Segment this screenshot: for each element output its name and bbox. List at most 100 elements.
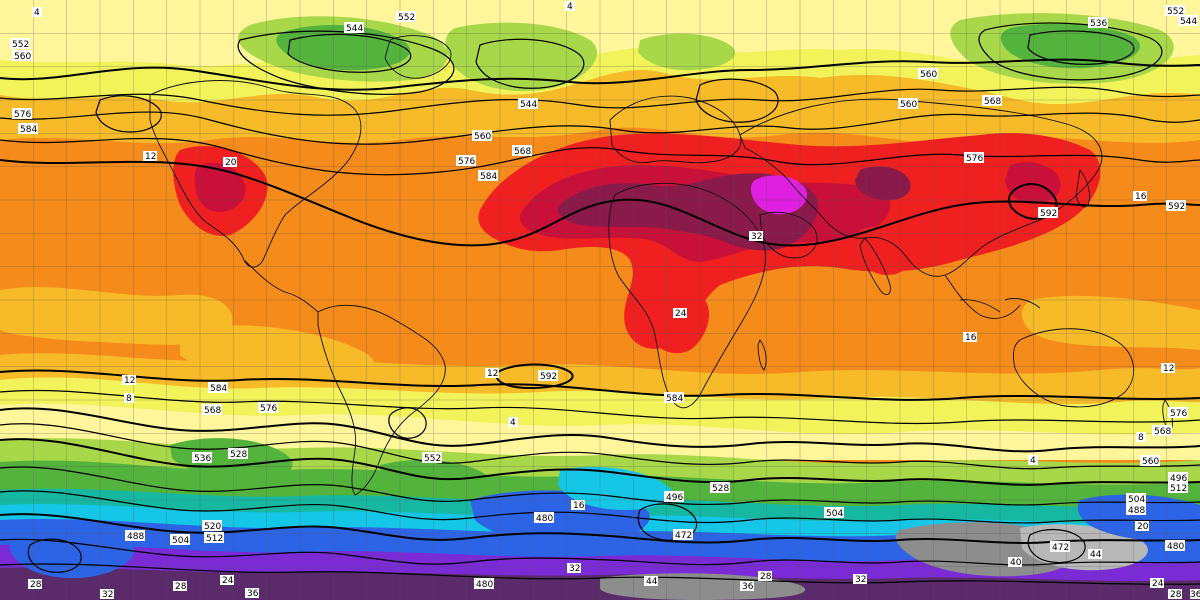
contour-label-568: 568 <box>204 406 221 416</box>
contour-552-cell-pac <box>95 95 162 133</box>
contour-label-480: 480 <box>1167 542 1184 552</box>
contour-label-528: 528 <box>230 450 247 460</box>
contour-label-592: 592 <box>1168 202 1185 212</box>
contour-label-480: 480 <box>536 514 553 524</box>
temp-label-36: 36 <box>1190 590 1200 600</box>
temp-label-24: 24 <box>222 576 234 586</box>
coastline-arabia <box>759 211 818 259</box>
contour-584-north <box>0 159 1200 247</box>
contour-552-cell-atl <box>475 38 585 89</box>
contour-label-504: 504 <box>1128 495 1145 505</box>
contour-label-552: 552 <box>12 40 29 50</box>
contour-label-512: 512 <box>1170 484 1187 494</box>
fill-band-south-cyan-lobe-1 <box>558 466 673 510</box>
fill-band-south-blue-lobe-3 <box>1077 494 1200 542</box>
temp-label-12: 12 <box>145 152 156 162</box>
contour-552-south <box>0 438 1200 486</box>
contour-label-560: 560 <box>1142 457 1159 467</box>
contour-label-576: 576 <box>1170 409 1187 419</box>
contour-label-576: 576 <box>966 154 983 164</box>
temp-label-28: 28 <box>760 572 772 582</box>
contour-label-544: 544 <box>346 24 363 34</box>
contour-560-north <box>0 86 1200 116</box>
contour-label-528: 528 <box>712 484 729 494</box>
contour-label-472: 472 <box>1052 543 1069 553</box>
contour-low-se <box>1027 529 1086 564</box>
contour-472-south <box>0 563 1200 585</box>
contour-label-576: 576 <box>260 404 277 414</box>
contour-label-496: 496 <box>1170 474 1187 484</box>
contour-label-568: 568 <box>1154 427 1171 437</box>
fill-band-hot-maroon-2 <box>855 166 911 201</box>
contour-label-544: 544 <box>520 100 537 110</box>
temp-label-32: 32 <box>855 575 866 585</box>
contour-label-504: 504 <box>826 509 843 519</box>
temp-label-40: 40 <box>1010 558 1022 568</box>
contour-low-chile <box>388 407 427 439</box>
temp-label-16: 16 <box>573 501 585 511</box>
contour-label-584: 584 <box>666 394 683 404</box>
contour-label-592: 592 <box>1040 209 1057 219</box>
contour-label-576: 576 <box>458 157 475 167</box>
coastline-asia <box>739 98 1103 277</box>
contour-576-north <box>0 137 1200 176</box>
temp-label-4: 4 <box>567 2 573 12</box>
temp-label-16: 16 <box>965 333 977 343</box>
temp-label-4: 4 <box>34 8 40 18</box>
contour-label-536: 536 <box>1090 19 1107 29</box>
contour-label-560: 560 <box>900 100 917 110</box>
contour-536-ne <box>1027 30 1135 65</box>
fill-band-north-green-6 <box>638 33 736 71</box>
contour-label-584: 584 <box>20 125 37 135</box>
temp-label-28: 28 <box>30 580 42 590</box>
coastline-madagascar <box>757 339 767 371</box>
contour-label-504: 504 <box>172 536 189 546</box>
temp-label-24: 24 <box>1152 579 1164 589</box>
contour-label-480: 480 <box>476 580 493 590</box>
contour-label-552: 552 <box>1167 7 1184 17</box>
temp-label-28: 28 <box>175 582 187 592</box>
contour-536-north <box>287 33 412 73</box>
contour-label-552: 552 <box>398 13 415 23</box>
contour-label-layer: 552 552 552 552 544 544 544 560 560 560 … <box>10 1 1200 600</box>
temp-label-32: 32 <box>751 232 762 242</box>
contour-label-568: 568 <box>984 97 1001 107</box>
fill-band-eq-amber-3 <box>1021 295 1200 350</box>
contour-576-south <box>0 389 1200 425</box>
contour-label-496: 496 <box>666 493 683 503</box>
temp-label-36: 36 <box>742 582 754 592</box>
temp-label-12: 12 <box>124 376 135 386</box>
fill-band-south-gray-2 <box>1020 524 1148 571</box>
contour-560-cell-eur <box>695 78 779 123</box>
contour-label-512: 512 <box>206 534 223 544</box>
contour-536-south <box>0 466 1200 506</box>
coastline-se-asia <box>944 274 1021 319</box>
temp-label-32: 32 <box>569 564 580 574</box>
contour-low-sw <box>27 538 82 573</box>
contour-label-552: 552 <box>424 454 441 464</box>
temp-label-12: 12 <box>1163 364 1174 374</box>
temp-label-8: 8 <box>1138 433 1144 443</box>
geopotential-contour-layer <box>0 22 1200 585</box>
contour-label-584: 584 <box>480 172 497 182</box>
temp-label-44: 44 <box>646 577 658 587</box>
temp-label-4: 4 <box>510 418 516 428</box>
coastline-india <box>859 237 891 296</box>
contour-552-north <box>0 58 1200 91</box>
temp-label-12: 12 <box>487 369 498 379</box>
temp-label-28: 28 <box>1170 590 1182 600</box>
contour-560-south <box>0 423 1200 470</box>
contour-label-488: 488 <box>1128 506 1145 516</box>
temp-label-36: 36 <box>247 589 259 599</box>
fill-band-hot-crimson-west <box>194 162 246 212</box>
temp-label-4: 4 <box>1030 456 1036 466</box>
contour-label-488: 488 <box>127 532 144 542</box>
contour-label-576: 576 <box>14 110 31 120</box>
fill-band-north-green-5 <box>1000 23 1140 69</box>
contour-label-568: 568 <box>514 147 531 157</box>
contour-label-544: 544 <box>1180 17 1197 27</box>
coastline-africa <box>608 182 766 409</box>
coastline-central-america <box>243 259 319 313</box>
temp-label-24: 24 <box>675 309 687 319</box>
